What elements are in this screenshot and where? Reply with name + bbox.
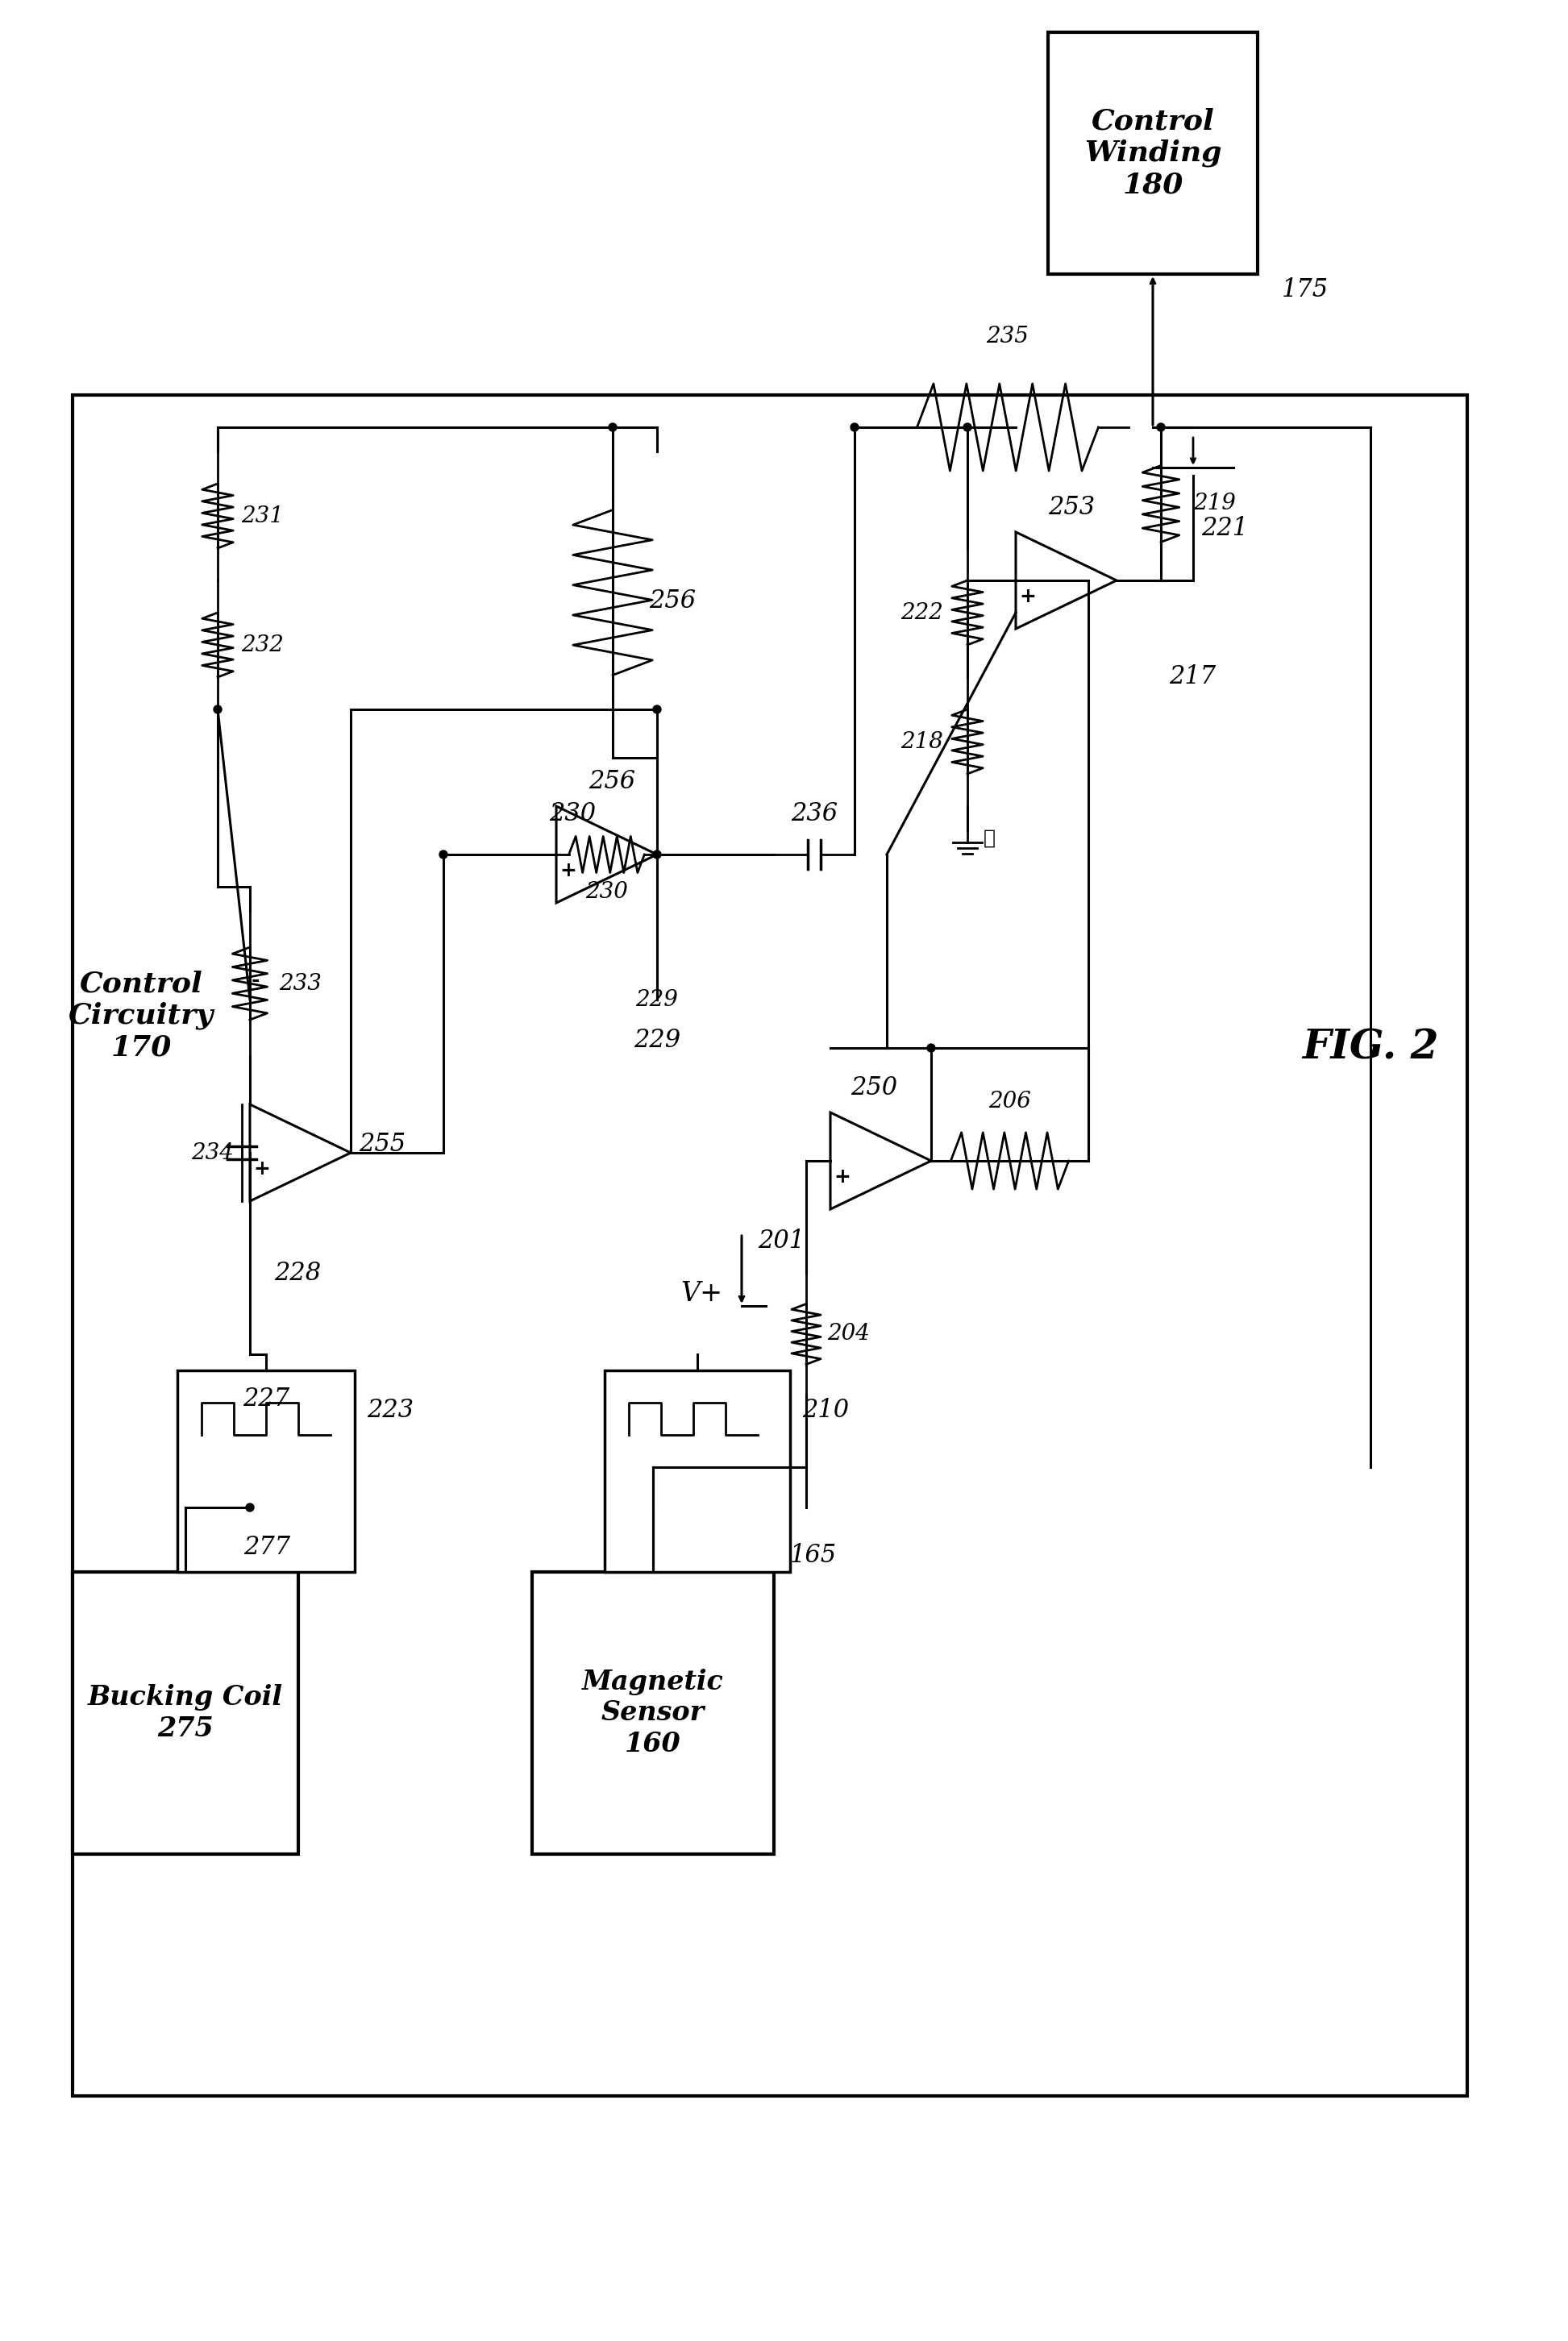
Text: 221: 221 [1201, 515, 1248, 541]
Circle shape [439, 850, 447, 859]
Text: 250: 250 [850, 1077, 897, 1100]
Text: 256: 256 [588, 770, 635, 794]
Text: +: + [254, 1159, 270, 1178]
Circle shape [608, 424, 616, 431]
Text: Magnetic
Sensor
160: Magnetic Sensor 160 [582, 1669, 724, 1758]
Bar [72, 1571, 298, 1854]
Text: 230: 230 [549, 801, 596, 826]
Text: Bucking Coil
275: Bucking Coil 275 [88, 1683, 282, 1742]
Bar [605, 1369, 790, 1571]
Text: V+: V+ [681, 1281, 723, 1306]
Text: 175: 175 [1281, 279, 1328, 302]
Bar [1047, 33, 1258, 274]
Text: 230: 230 [585, 883, 627, 904]
Text: 231: 231 [241, 506, 284, 527]
Text: 229: 229 [633, 1028, 681, 1053]
Text: ⏚: ⏚ [983, 829, 996, 847]
Text: 255: 255 [359, 1133, 406, 1156]
Circle shape [927, 1044, 935, 1051]
Bar [532, 1571, 775, 1854]
Text: 204: 204 [828, 1323, 870, 1346]
Text: 201: 201 [757, 1229, 804, 1255]
Text: 222: 222 [902, 602, 944, 623]
Text: 229: 229 [635, 988, 679, 1011]
Text: 165: 165 [790, 1543, 837, 1568]
Circle shape [850, 424, 859, 431]
Text: +: + [1019, 588, 1036, 606]
Text: 232: 232 [241, 634, 284, 655]
Bar [72, 396, 1468, 2095]
Bar [177, 1369, 354, 1571]
Circle shape [213, 705, 221, 714]
Text: 206: 206 [988, 1091, 1032, 1112]
Text: 219: 219 [1193, 494, 1236, 515]
Text: 234: 234 [191, 1142, 234, 1163]
Circle shape [652, 705, 662, 714]
Text: 227: 227 [243, 1386, 290, 1412]
Text: 256: 256 [649, 588, 696, 613]
Text: -: - [251, 972, 260, 990]
Text: 236: 236 [790, 801, 837, 826]
Text: 253: 253 [1047, 496, 1094, 520]
Text: 217: 217 [1170, 665, 1215, 691]
Text: 228: 228 [274, 1262, 321, 1285]
Text: 277: 277 [243, 1536, 290, 1559]
Text: 218: 218 [902, 730, 944, 751]
Text: 210: 210 [803, 1398, 848, 1423]
Text: 235: 235 [986, 325, 1029, 346]
Text: FIG. 2: FIG. 2 [1301, 1028, 1439, 1067]
Text: +: + [834, 1168, 851, 1187]
Circle shape [1157, 424, 1165, 431]
Text: Control
Winding
180: Control Winding 180 [1083, 108, 1221, 199]
Text: 223: 223 [367, 1398, 414, 1423]
Text: +: + [560, 861, 577, 880]
Circle shape [652, 850, 662, 859]
Circle shape [246, 1503, 254, 1512]
Circle shape [963, 424, 972, 431]
Text: 233: 233 [279, 972, 321, 995]
Text: Control
Circuitry
170: Control Circuitry 170 [69, 969, 213, 1060]
